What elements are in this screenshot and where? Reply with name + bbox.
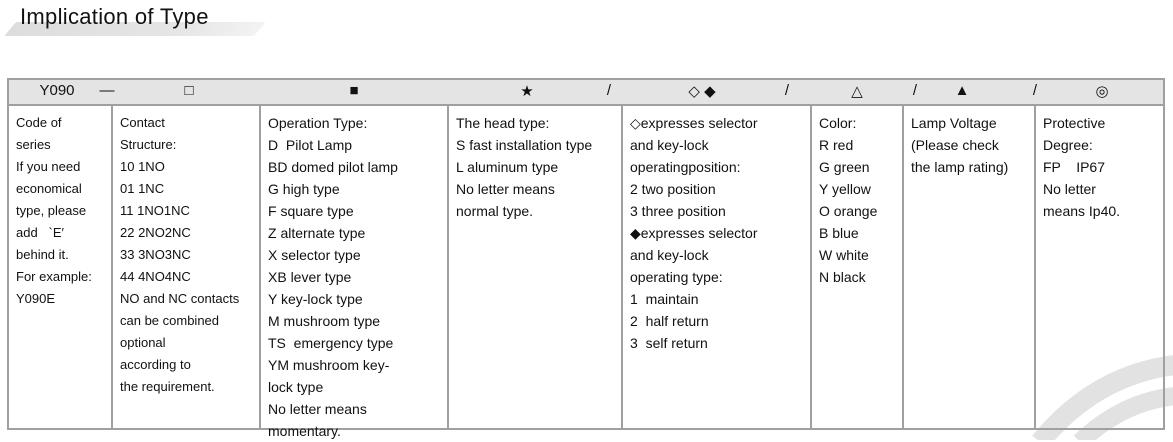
cell-line: ◇expresses selector [630, 115, 758, 131]
cell-line: economical [16, 181, 82, 196]
header-symbol: / [784, 82, 790, 99]
cell-line: and key-lock [630, 137, 709, 153]
cell-line: N black [819, 269, 866, 285]
cell-line: TS emergency type [268, 335, 394, 351]
header-symbol: / [606, 82, 612, 99]
cell-line: 22 2NO2NC [120, 225, 191, 240]
cell-line: 1 maintain [630, 291, 699, 307]
header-symbol: / [1032, 82, 1038, 99]
header-symbol: □ [184, 82, 194, 99]
header-symbol: ■ [349, 82, 359, 99]
table-cell: The head type: S fast installation type L … [447, 106, 621, 428]
cell-line: For example: [16, 269, 92, 284]
cell-line: Y090E [16, 291, 56, 306]
header-symbol: ◎ [1095, 83, 1109, 100]
cell-line: lock type [268, 379, 324, 395]
cell-line: Degree: [1043, 137, 1093, 153]
type-code-header-row: Y090 — □ ■ ★ / ◇ ◆ / △ / ▲ / ◎ [9, 80, 1163, 106]
cell-line: and key-lock [630, 247, 709, 263]
cell-line: Y key-lock type [268, 291, 363, 307]
header-symbol: △ [851, 83, 863, 100]
cell-line: the requirement. [120, 379, 215, 394]
type-code-description-row: Code of series If you need economical type, … [9, 106, 1163, 439]
cell-line: the lamp rating) [911, 159, 1009, 175]
cell-line: 33 3NO3NC [120, 247, 191, 262]
cell-line: The head type: [456, 115, 550, 131]
cell-line: R red [819, 137, 854, 153]
cell-line: G high type [268, 181, 340, 197]
watermark-arc [1032, 355, 1173, 440]
cell-line: 2 two position [630, 181, 716, 197]
header-symbol: — [99, 82, 115, 99]
cell-line: 01 1NC [120, 181, 165, 196]
cell-line: 11 1NO1NC [120, 203, 190, 218]
header-symbol: ◇ ◆ [688, 83, 716, 100]
cell-line: Lamp Voltage [911, 115, 997, 131]
cell-line: add `E′ [16, 225, 64, 240]
cell-line: Color: [819, 115, 857, 131]
table-cell: Code of series If you need economical type, … [9, 106, 111, 428]
cell-line: NO and NC contacts [120, 291, 240, 306]
cell-line: normal type. [456, 203, 534, 219]
cell-line: FP IP67 [1043, 159, 1105, 175]
cell-line: No letter means [268, 401, 367, 417]
cell-line: 44 4NO4NC [120, 269, 191, 284]
cell-line: No letter means [456, 181, 555, 197]
cell-line: D Pilot Lamp [268, 137, 353, 153]
cell-line: ◆expresses selector [630, 225, 758, 241]
cell-line: B blue [819, 225, 859, 241]
table-cell: ◇expresses selector and key-lock operating… [621, 106, 810, 428]
cell-line: Code of [16, 115, 62, 130]
cell-line: M mushroom type [268, 313, 381, 329]
cell-line: Z alternate type [268, 225, 366, 241]
header-symbol: / [912, 82, 918, 99]
cell-line: L aluminum type [456, 159, 559, 175]
cell-line: Structure: [120, 137, 177, 152]
cell-line: W white [819, 247, 869, 263]
cell-line: 3 self return [630, 335, 708, 351]
header-symbol: ▲ [954, 82, 970, 99]
cell-line: YM mushroom key- [268, 357, 390, 373]
cell-line: S fast installation type [456, 137, 593, 153]
header-symbol: ★ [520, 83, 534, 100]
cell-line: XB lever type [268, 269, 352, 285]
header-symbol: Y090 [39, 82, 75, 99]
cell-line: BD domed pilot lamp [268, 159, 398, 175]
cell-line: G green [819, 159, 870, 175]
cell-line: means Ip40. [1043, 203, 1121, 219]
cell-line: O orange [819, 203, 878, 219]
table-cell: Color: R red G green Y yellow O orange B blue… [810, 106, 902, 428]
cell-line: Protective [1043, 115, 1106, 131]
cell-line: If you need [16, 159, 81, 174]
cell-line: operatingposition: [630, 159, 741, 175]
cell-line: momentary. [268, 423, 341, 439]
cell-line: series [16, 137, 51, 152]
cell-line: F square type [268, 203, 354, 219]
cell-line: operating type: [630, 269, 723, 285]
cell-line: (Please check [911, 137, 999, 153]
cell-line: behind it. [16, 247, 69, 262]
cell-line: 3 three position [630, 203, 726, 219]
cell-line: 2 half return [630, 313, 709, 329]
type-implication-table: Y090 — □ ■ ★ / ◇ ◆ / △ / ▲ / ◎ Code of series If you n… [7, 78, 1165, 439]
page-title: Implication of Type [20, 4, 209, 29]
cell-line: No letter [1043, 181, 1096, 197]
table-cell: Protective Degree: FP IP67 No letter means I… [1034, 106, 1163, 428]
cell-line: optional [120, 335, 166, 350]
table-cell: Operation Type: D Pilot Lamp BD domed pilo… [259, 106, 447, 439]
cell-line: Contact [120, 115, 165, 130]
cell-line: type, please [16, 203, 87, 218]
cell-line: Y yellow [819, 181, 871, 197]
table-cell: Contact Structure: 10 1NO 01 1NC 11 1NO1NC 22… [111, 106, 259, 428]
table-cell: Lamp Voltage (Please check the lamp rating… [902, 106, 1034, 428]
cell-line: X selector type [268, 247, 361, 263]
cell-line: 10 1NO [120, 159, 165, 174]
cell-line: Operation Type: [268, 115, 368, 131]
cell-line: according to [120, 357, 191, 372]
cell-line: can be combined [120, 313, 220, 328]
